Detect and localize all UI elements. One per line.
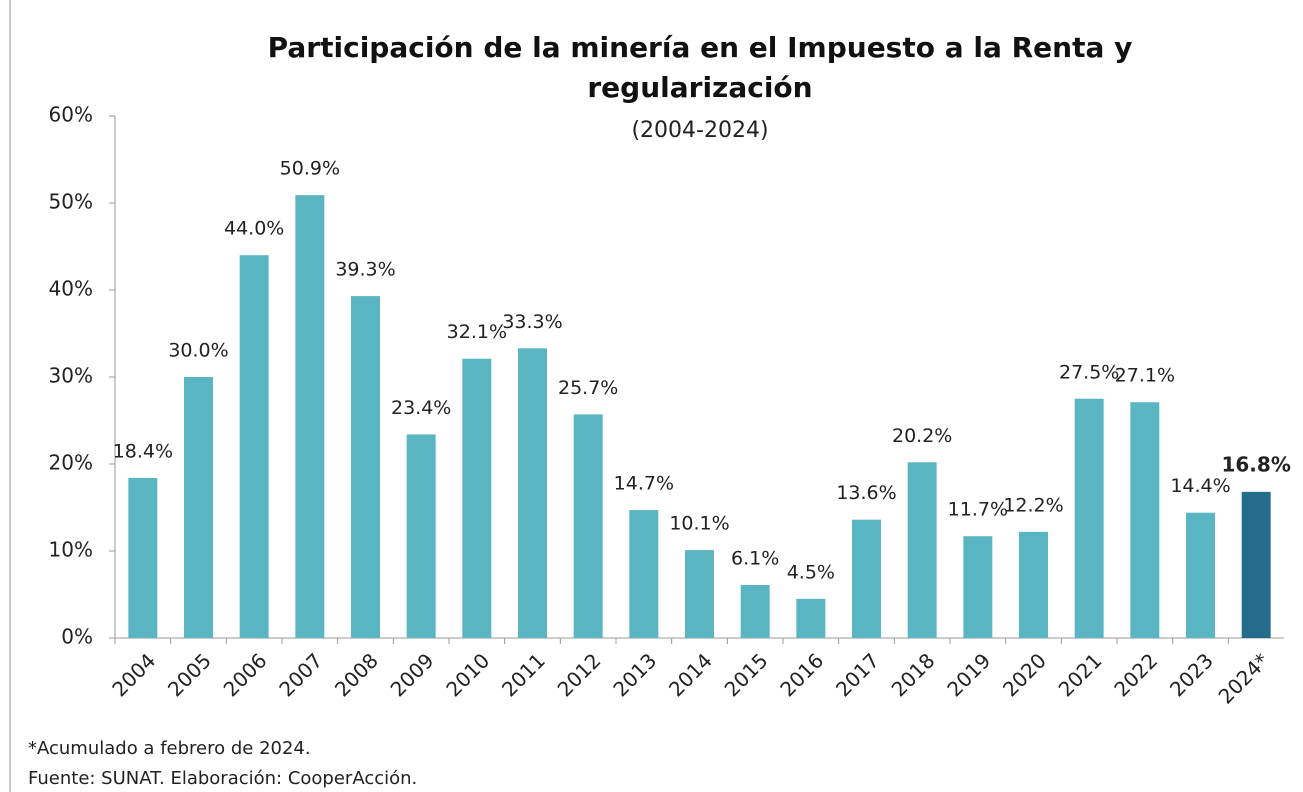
value-label: 11.7% [948,499,1008,521]
x-tick-label: 2010 [441,648,494,701]
bar [740,584,770,638]
value-label: 18.4% [113,440,173,462]
value-label: 14.4% [1170,475,1230,497]
bar [629,510,659,638]
x-tick-label: 2024* [1214,648,1274,708]
x-tick-label: 2022 [1109,648,1162,701]
bar [128,477,158,638]
value-label: 50.9% [280,158,340,180]
chart-title: Participación de la minería en el Impues… [267,31,1133,104]
y-tick-label: 20% [49,451,93,475]
y-tick-label: 0% [61,625,93,649]
value-label: 12.2% [1003,494,1063,516]
bar [239,255,269,638]
x-tick-label: 2008 [330,648,383,701]
value-label: 14.7% [614,473,674,495]
bar [573,414,603,638]
y-tick-label: 10% [49,538,93,562]
bar [907,462,937,638]
bar [406,434,436,638]
bar [1130,402,1160,638]
x-tick-label: 2018 [887,648,940,701]
value-label: 39.3% [335,259,395,281]
x-tick-label: 2013 [608,648,661,701]
value-label: 4.5% [787,561,835,583]
chart-subtitle: (2004-2024) [631,118,769,143]
note: *Acumulado a febrero de 2024. [28,738,311,759]
value-label: 6.1% [731,547,779,569]
x-tick-label: 2019 [942,648,995,701]
value-label: 10.1% [669,513,729,535]
x-tick-label: 2004 [107,648,160,701]
y-tick-label: 40% [49,277,93,301]
bar [351,296,380,638]
bar [184,377,213,638]
value-label: 33.3% [502,311,562,333]
value-label: 27.5% [1059,361,1119,383]
x-tick-label: 2007 [274,648,327,701]
x-tick-label: 2009 [386,648,439,701]
value-label: 30.0% [168,340,228,362]
x-tick-label: 2005 [163,648,216,701]
bar [1019,531,1048,638]
bar [462,358,492,638]
bar [518,348,547,638]
note: Fuente: SUNAT. Elaboración: CooperAcción… [28,768,418,789]
bar [685,550,714,638]
x-tick-label: 2011 [497,648,550,701]
value-label: 27.1% [1115,365,1175,387]
x-tick-label: 2014 [664,648,717,701]
value-label: 23.4% [391,397,451,419]
x-tick-label: 2021 [1054,648,1107,701]
value-label: 25.7% [558,377,618,399]
x-tick-label: 2015 [720,648,773,701]
value-label: 44.0% [224,218,284,240]
y-tick-label: 30% [49,364,93,388]
x-tick-label: 2023 [1165,648,1218,701]
bar [1241,491,1271,638]
value-label: 20.2% [892,425,952,447]
x-tick-label: 2012 [553,648,606,701]
bar [295,195,325,639]
bar [963,536,993,638]
value-label: 13.6% [836,482,896,504]
bar [1074,398,1104,638]
x-tick-label: 2020 [998,648,1051,701]
value-label: 16.8% [1221,452,1290,476]
x-tick-label: 2017 [831,648,884,701]
value-label: 32.1% [447,321,507,343]
x-tick-label: 2006 [219,648,272,701]
x-tick-label: 2016 [775,648,828,701]
bar [796,598,826,638]
y-tick-label: 50% [49,190,93,214]
y-tick-label: 60% [49,103,93,127]
bar [1186,512,1215,638]
bar [852,519,881,638]
